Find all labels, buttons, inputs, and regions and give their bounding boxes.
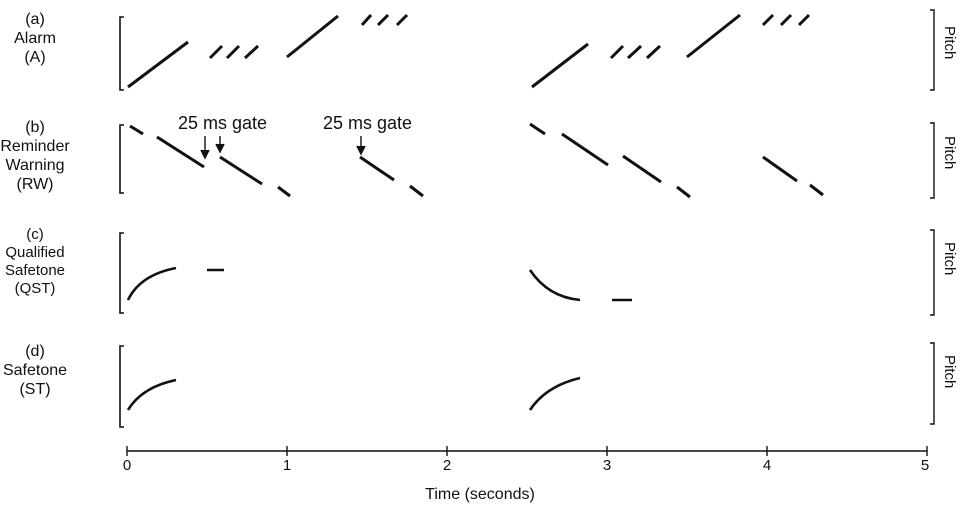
- panel-b-title-1: Reminder: [0, 138, 70, 155]
- panel-d-abbrev: (ST): [19, 381, 51, 398]
- qualified-safetone-trace: [126, 266, 632, 302]
- right-brackets: [930, 9, 935, 425]
- left-brackets: [119, 16, 124, 428]
- x-tick-label: 1: [282, 457, 292, 474]
- pitch-label-a: Pitch: [941, 26, 958, 60]
- panel-b-label: (b) Reminder Warning (RW): [0, 118, 70, 194]
- x-tick-label: 4: [762, 457, 772, 474]
- gate-annotation-2: 25 ms gate: [323, 113, 413, 133]
- panel-c-title-1: Qualified: [5, 244, 65, 261]
- gate-arrows: [200, 136, 366, 160]
- panel-a-label: (a) Alarm (A): [0, 10, 70, 67]
- x-tick-label: 5: [920, 457, 930, 474]
- panel-c-label: (c) Qualified Safetone (QST): [0, 226, 70, 298]
- panel-b-abbrev: (RW): [16, 176, 54, 193]
- x-axis-title: Time (seconds): [425, 486, 535, 503]
- x-tick-label: 0: [122, 457, 132, 474]
- gate-annotation-1: 25 ms gate: [178, 113, 268, 133]
- panel-d-title: Safetone: [2, 362, 68, 379]
- pitch-label-b: Pitch: [941, 136, 958, 170]
- panel-c-letter: (c): [26, 226, 44, 243]
- reminder-warning-trace: [129, 122, 824, 199]
- panel-a-abbrev: (A): [24, 49, 46, 66]
- panel-a-letter: (a): [25, 11, 45, 28]
- panel-c-abbrev: (QST): [14, 280, 56, 297]
- panel-a-title: Alarm: [14, 30, 56, 47]
- pitch-label-c: Pitch: [941, 242, 958, 276]
- safetone-trace: [126, 376, 581, 411]
- panel-b-letter: (b): [25, 119, 45, 136]
- panel-b-title-2: Warning: [5, 157, 65, 174]
- x-tick-label: 3: [602, 457, 612, 474]
- pitch-label-d: Pitch: [941, 355, 958, 389]
- panel-d-label: (d) Safetone (ST): [0, 342, 70, 399]
- x-axis: [126, 446, 928, 456]
- panel-c-title-2: Safetone: [4, 262, 66, 279]
- x-tick-label: 2: [442, 457, 452, 474]
- alarm-trace: [127, 13, 811, 89]
- panel-d-letter: (d): [25, 343, 45, 360]
